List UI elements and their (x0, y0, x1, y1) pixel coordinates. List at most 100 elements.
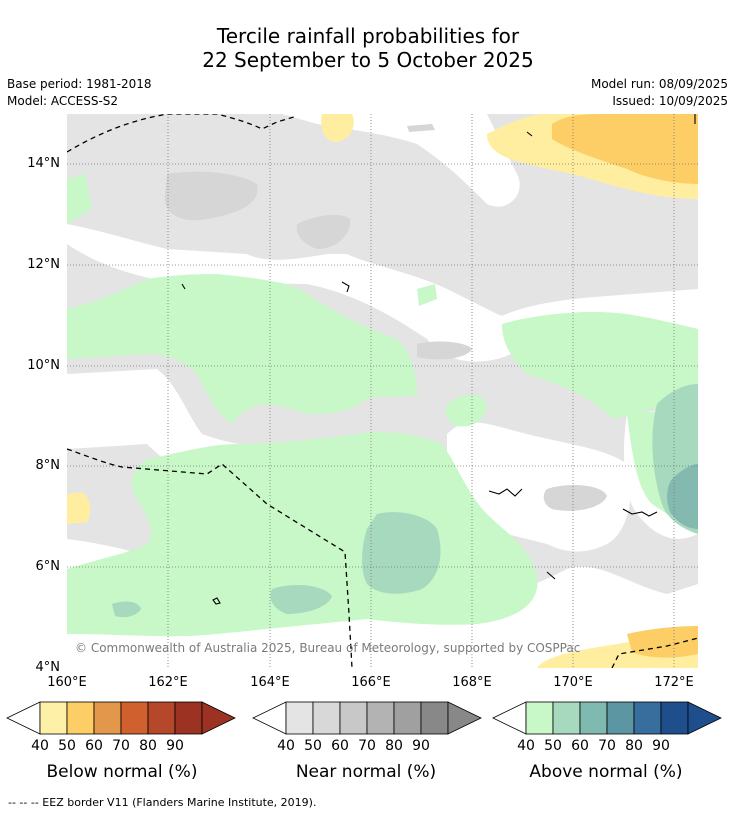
legend-below-normal (6, 701, 236, 735)
island-outline (212, 597, 221, 605)
legend-tick-label: 50 (304, 738, 322, 754)
island-outline (488, 488, 523, 497)
legend-tick-label: 80 (139, 738, 157, 754)
x-tick: 160°E (47, 675, 87, 690)
below-normal-region (67, 492, 91, 524)
x-tick: 162°E (148, 675, 188, 690)
eez-border-west (67, 448, 353, 668)
legend-low-extension (6, 701, 41, 735)
legend-swatch (579, 701, 608, 735)
title-line-2: 22 September to 5 October 2025 (202, 48, 534, 72)
legend-swatch (660, 701, 689, 735)
legend-swatch (174, 701, 203, 735)
legend-tick-label: 40 (517, 738, 535, 754)
eez-border-south (611, 637, 698, 668)
legend-tick-label: 90 (412, 738, 430, 754)
island-outline (622, 508, 658, 517)
legend-high-extension (687, 701, 722, 735)
neutral-region (447, 422, 631, 552)
island-outline (546, 571, 556, 580)
below-normal-region (321, 114, 354, 142)
neutral-region (67, 224, 524, 362)
x-tick: 168°E (452, 675, 492, 690)
legend-swatch (339, 701, 368, 735)
neutral-region (282, 114, 520, 207)
eez-borders (67, 114, 698, 668)
legend-tick-label: 40 (277, 738, 295, 754)
legend-above-normal (492, 701, 722, 735)
near-normal-50-patch (407, 124, 435, 132)
legend-tick-label: 60 (571, 738, 589, 754)
legend-tick-label: 90 (166, 738, 184, 754)
y-tick: 12°N (27, 257, 60, 272)
y-tick: 14°N (27, 156, 60, 171)
gridlines (67, 114, 698, 668)
above-normal-50-patch (112, 601, 141, 618)
legend-swatch (633, 701, 662, 735)
legend-title-below: Below normal (%) (46, 762, 198, 782)
legend-high-extension (447, 701, 482, 735)
near-normal-50-patch (164, 171, 258, 221)
legend-swatch (552, 701, 581, 735)
legend-swatch (120, 701, 149, 735)
legend-low-extension (252, 701, 287, 735)
legend-tick-label: 40 (31, 738, 49, 754)
x-tick: 170°E (553, 675, 593, 690)
island-outline (181, 283, 186, 290)
y-tick: 10°N (27, 358, 60, 373)
near-normal-50-patch (296, 214, 351, 249)
legend-swatch (366, 701, 395, 735)
legend-swatch (606, 701, 635, 735)
near-normal-50-patch (417, 341, 472, 360)
legend-tick-label: 80 (385, 738, 403, 754)
island-outline (526, 131, 533, 137)
legend-swatch (312, 701, 341, 735)
legend-tick-label: 70 (358, 738, 376, 754)
x-tick: 166°E (351, 675, 391, 690)
legend-low-extension (492, 701, 527, 735)
y-tick: 8°N (35, 458, 61, 473)
legend-swatch (420, 701, 449, 735)
near-normal-50-patch (543, 484, 607, 511)
legend-title-near: Near normal (%) (295, 762, 437, 782)
island-outline (341, 281, 350, 293)
legend-near-normal (252, 701, 482, 735)
legend-swatch (393, 701, 422, 735)
legend-high-extension (201, 701, 236, 735)
title-line-1: Tercile rainfall probabilities for (216, 24, 520, 48)
legend-swatch (525, 701, 554, 735)
island-outlines (181, 114, 696, 605)
model-run: Model run: 08/09/2025 (590, 77, 728, 91)
eez-footnote: -- -- -- EEZ border V11 (Flanders Marine… (8, 796, 317, 809)
legend-tick-label: 50 (58, 738, 76, 754)
above-normal-region (67, 274, 417, 424)
above-normal-50-patch (270, 584, 332, 614)
eez-border-north (67, 114, 298, 153)
legend-swatch (93, 701, 122, 735)
legend-tick-label: 70 (112, 738, 130, 754)
legend-tick-label: 80 (625, 738, 643, 754)
y-tick: 4°N (35, 660, 61, 675)
above-normal-50-patch (362, 512, 441, 594)
base-period: Base period: 1981-2018 (7, 77, 152, 91)
above-normal-region (445, 395, 487, 427)
below-normal-50-patch (627, 626, 698, 658)
legend-tick-label: 50 (544, 738, 562, 754)
x-tick: 172°E (654, 675, 694, 690)
legend-swatch (39, 701, 68, 735)
x-tick: 164°E (250, 675, 290, 690)
map-svg (67, 114, 698, 668)
legend-tick-label: 60 (331, 738, 349, 754)
probability-map: © Commonwealth of Australia 2025, Bureau… (67, 114, 698, 668)
legend-swatch (66, 701, 95, 735)
above-normal-region (417, 284, 437, 306)
legend-swatch (285, 701, 314, 735)
copyright-text: © Commonwealth of Australia 2025, Bureau… (75, 641, 581, 655)
legend-tick-label: 60 (85, 738, 103, 754)
y-tick: 6°N (35, 559, 61, 574)
above-normal-region (67, 174, 92, 224)
issued-date: Issued: 10/09/2025 (612, 94, 728, 108)
legend-title-above: Above normal (%) (529, 762, 683, 782)
above-normal-60-patch (667, 464, 698, 529)
legend-swatch (147, 701, 176, 735)
